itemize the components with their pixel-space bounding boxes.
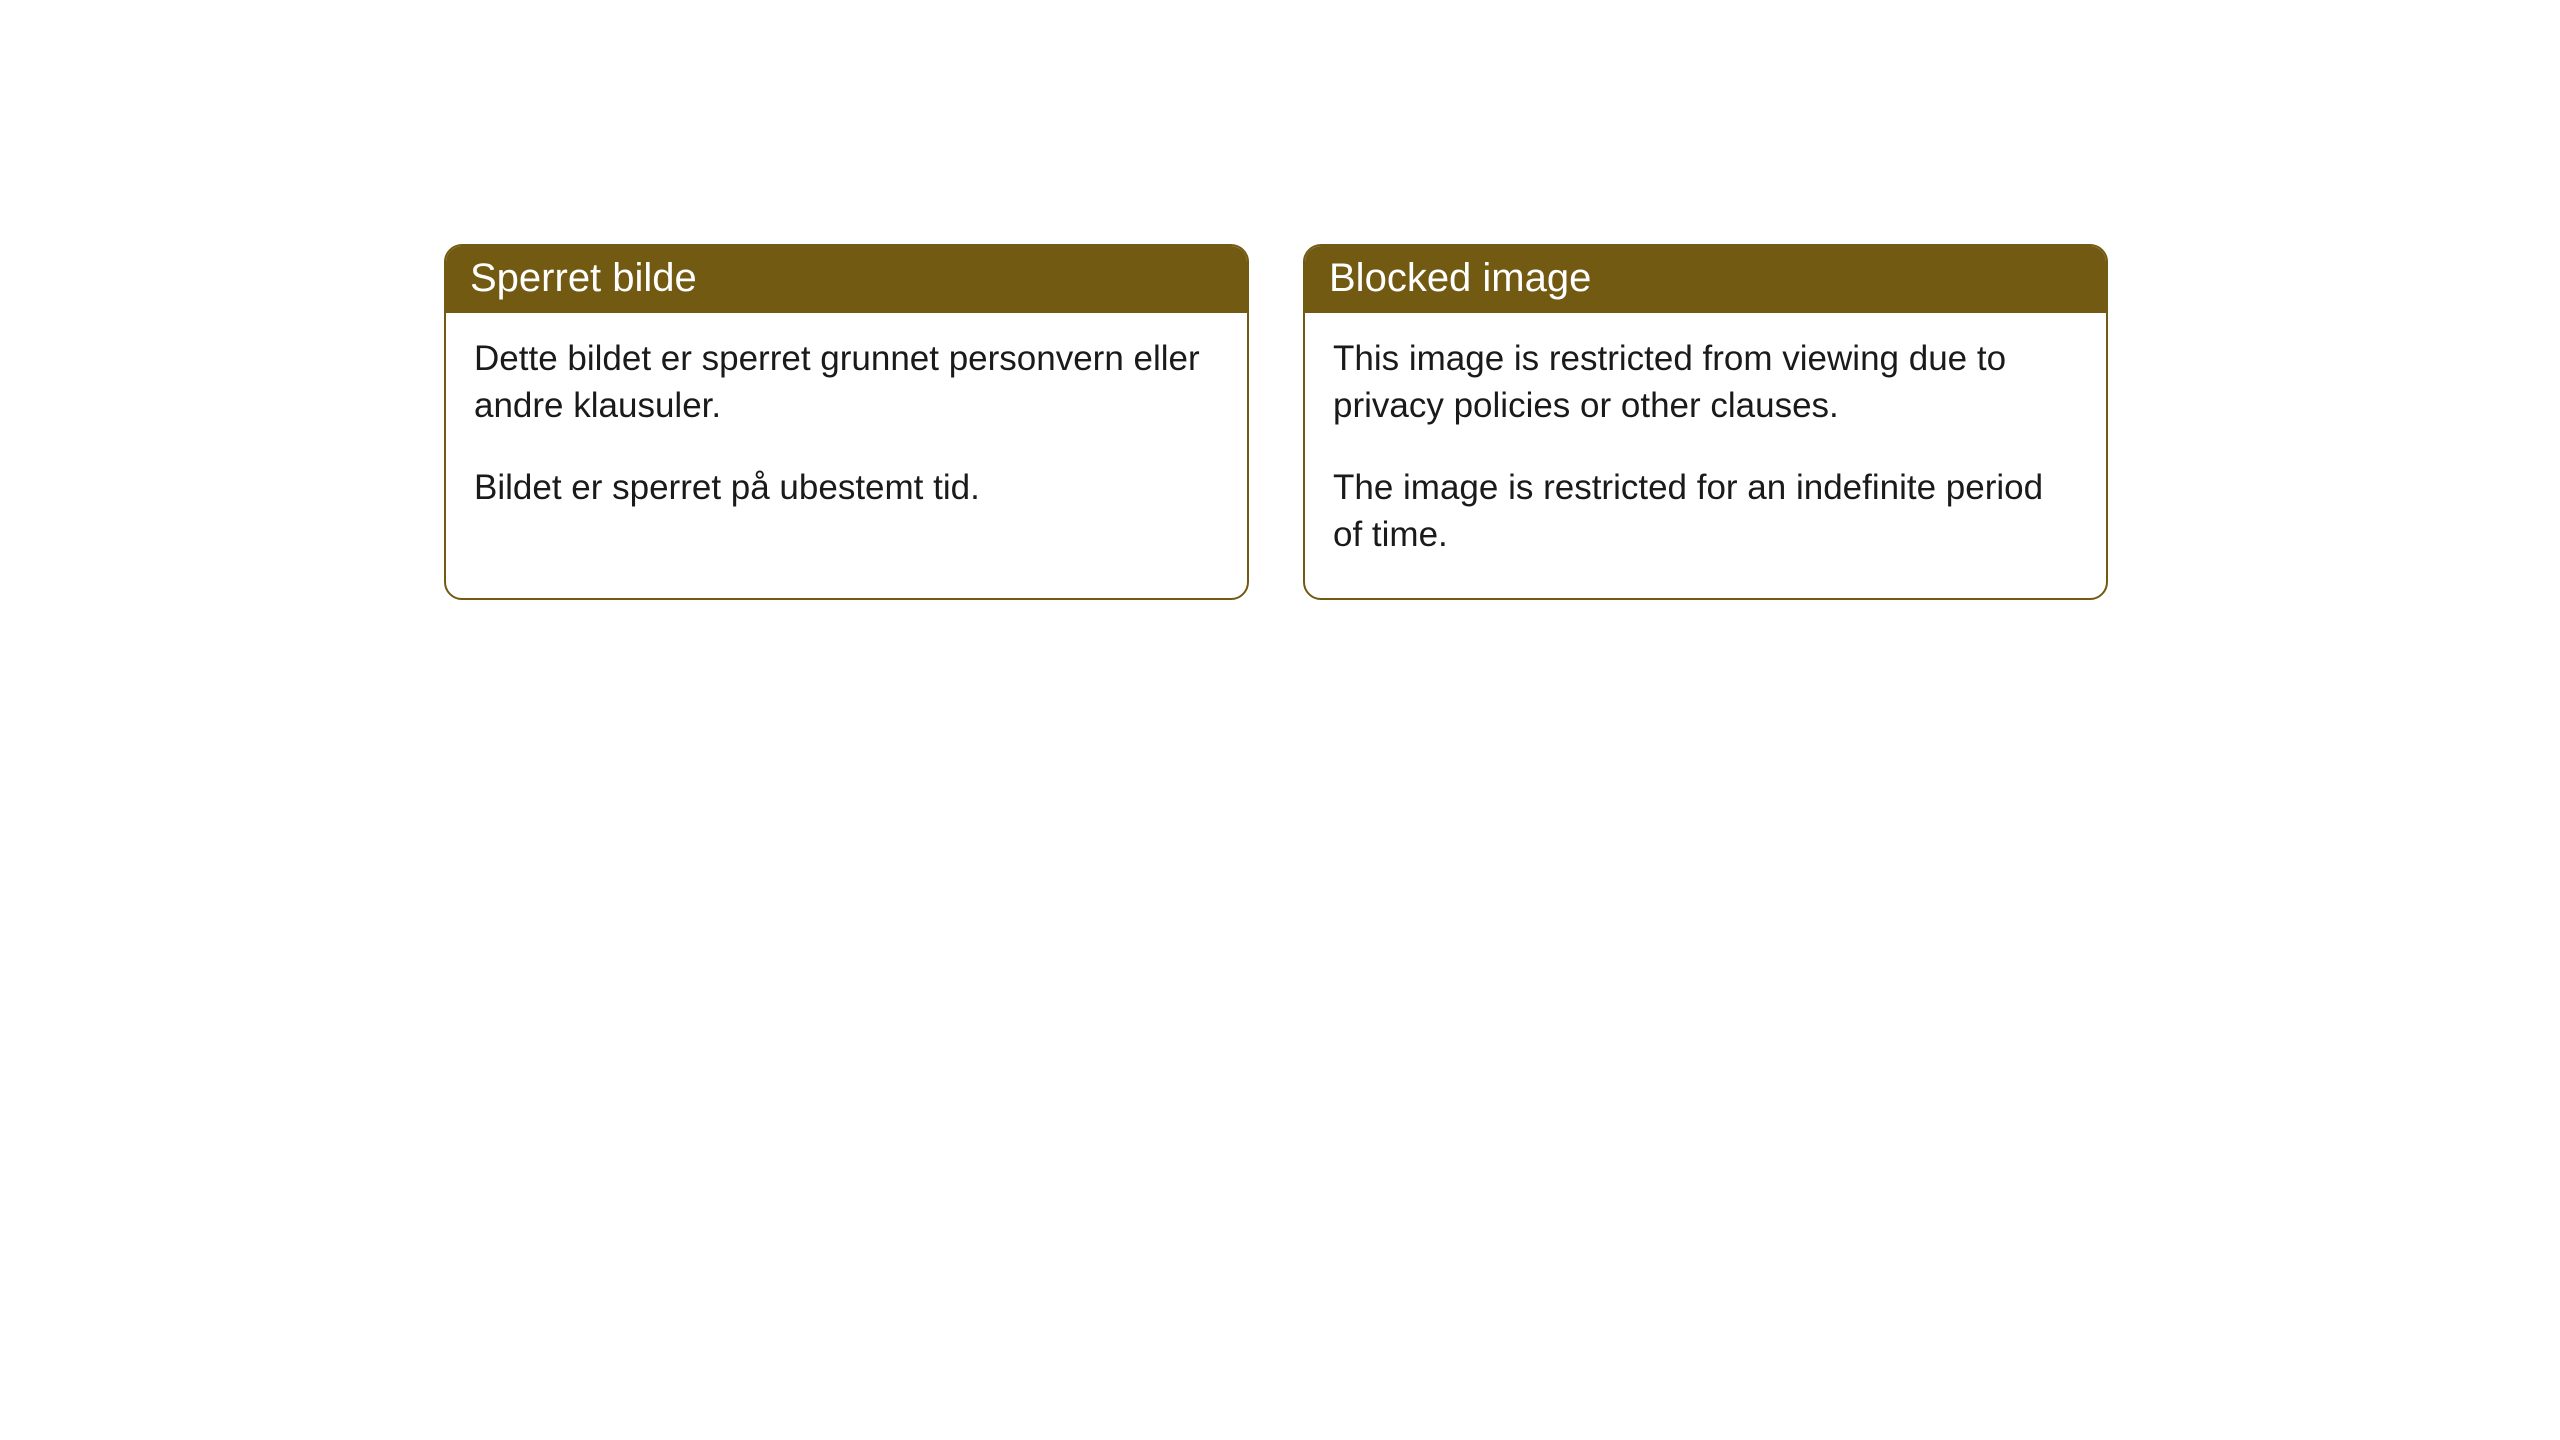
notice-card-norwegian: Sperret bilde Dette bildet er sperret gr… — [444, 244, 1249, 600]
card-paragraph: The image is restricted for an indefinit… — [1333, 464, 2078, 559]
card-header: Blocked image — [1305, 246, 2106, 313]
card-paragraph: Bildet er sperret på ubestemt tid. — [474, 464, 1219, 511]
notice-card-english: Blocked image This image is restricted f… — [1303, 244, 2108, 600]
card-body: Dette bildet er sperret grunnet personve… — [446, 313, 1247, 551]
card-body: This image is restricted from viewing du… — [1305, 313, 2106, 598]
notice-card-container: Sperret bilde Dette bildet er sperret gr… — [444, 244, 2108, 600]
card-title: Blocked image — [1329, 256, 1591, 300]
card-title: Sperret bilde — [470, 256, 697, 300]
card-paragraph: Dette bildet er sperret grunnet personve… — [474, 335, 1219, 430]
card-header: Sperret bilde — [446, 246, 1247, 313]
card-paragraph: This image is restricted from viewing du… — [1333, 335, 2078, 430]
